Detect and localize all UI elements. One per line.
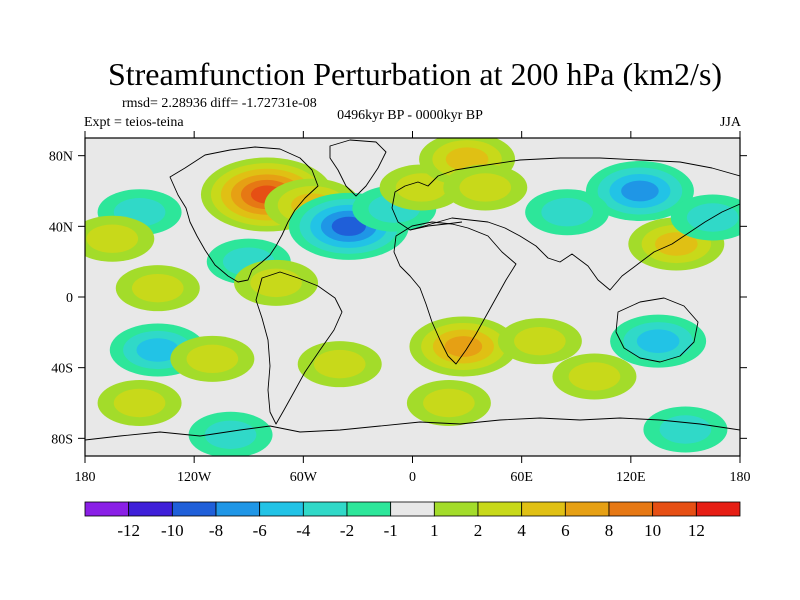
colorbar-swatch: [259, 501, 304, 517]
colorbar-swatch: [84, 501, 130, 517]
contour-band: [659, 415, 712, 444]
colorbar-swatch: [215, 501, 261, 517]
colorbar-swatch: [521, 501, 566, 517]
x-tick-label: 60W: [290, 470, 318, 485]
colorbar-swatch: [695, 501, 741, 517]
contour-feature: [525, 189, 610, 236]
australia-coast: [615, 297, 699, 363]
colorbar-label: -12: [117, 521, 140, 540]
colorbar-label: -10: [161, 521, 184, 540]
contour-feature: [406, 380, 491, 426]
contour-band: [636, 329, 680, 353]
contour-feature: [188, 411, 273, 456]
contour-feature: [409, 316, 518, 377]
colorbar-label: 8: [605, 521, 614, 540]
y-tick-label: 40S: [51, 362, 73, 377]
x-tick-label: 180: [730, 470, 751, 485]
chart-title: Streamfunction Perturbation at 200 hPa (…: [108, 56, 722, 92]
contour-fields: [85, 138, 740, 456]
colorbar-label: -8: [209, 521, 223, 540]
contour-band: [131, 273, 184, 303]
period-label: 0496kyr BP - 0000kyr BP: [337, 108, 483, 123]
contour-band: [621, 180, 659, 202]
x-tick-label: 180: [75, 470, 96, 485]
colorbar-label: -2: [340, 521, 354, 540]
y-tick-label: 0: [66, 291, 73, 306]
y-axis: 80N 40N 0 40S 80S: [49, 150, 747, 447]
contour-band: [568, 362, 621, 391]
contour-feature: [115, 265, 200, 312]
x-tick-label: 120E: [616, 470, 646, 485]
x-tick-label: 60E: [510, 470, 533, 485]
contour-band: [113, 388, 166, 418]
stats-label: rmsd= 2.28936 diff= -1.72731e-08: [122, 96, 317, 111]
contour-feature: [97, 380, 182, 426]
contour-band: [444, 336, 483, 357]
contour-band: [204, 420, 257, 449]
colorbar-swatch: [171, 501, 217, 517]
colorbar-label: 6: [561, 521, 570, 540]
contour-band: [331, 216, 366, 236]
contour-band: [395, 173, 448, 202]
colorbar-label: 1: [430, 521, 439, 540]
contour-feature: [643, 406, 728, 453]
colorbar-swatch: [652, 501, 697, 517]
colorbar-swatch: [477, 501, 523, 517]
y-tick-label: 80S: [51, 432, 73, 447]
experiment-label: Expt = teios-teina: [84, 115, 184, 130]
colorbar-swatch: [302, 501, 348, 517]
y-tick-label: 40N: [49, 220, 73, 235]
north-america-coast: [169, 146, 319, 283]
contour-feature: [610, 314, 707, 368]
map-area: 180 120W 60W 0 60E 120E 180 80N 40N 0 40S 80S: [49, 131, 751, 485]
season-label: JJA: [720, 115, 742, 130]
africa-coast: [393, 221, 517, 365]
contour-feature: [234, 259, 319, 306]
contour-band: [514, 326, 566, 356]
coastlines: [85, 139, 740, 441]
colorbar-swatch: [346, 501, 392, 517]
contour-band: [655, 232, 698, 256]
antarctica-coast: [85, 417, 740, 441]
y-tick-label: 80N: [49, 150, 73, 165]
contour-band: [423, 388, 475, 418]
x-tick-label: 0: [409, 470, 416, 485]
contour-band: [186, 344, 239, 374]
contour-feature: [170, 335, 255, 382]
colorbar-label: -4: [296, 521, 311, 540]
colorbar-label: -1: [384, 521, 398, 540]
contour-feature: [585, 161, 694, 221]
x-axis: 180 120W 60W 0 60E 120E 180: [75, 131, 751, 485]
colorbar-swatch: [608, 501, 654, 517]
contour-band: [250, 268, 302, 298]
mediterranean-coast: [409, 221, 463, 231]
colorbar-label: 2: [474, 521, 483, 540]
contour-band: [86, 224, 139, 253]
colorbar-label: 12: [688, 521, 705, 540]
colorbar-label: 10: [644, 521, 661, 540]
contour-band: [313, 349, 366, 379]
colorbar-label: 4: [517, 521, 526, 540]
south-america-coast: [255, 271, 343, 425]
colorbar: -12 -10 -8 -6 -4 -2 -1 1 2 4 6 8 10 12: [84, 501, 741, 540]
colorbar-label: -6: [253, 521, 267, 540]
contour-feature: [443, 164, 528, 211]
colorbar-swatch: [433, 501, 479, 517]
colorbar-swatch: [128, 501, 173, 517]
colorbar-swatch: [390, 501, 435, 517]
contour-feature: [497, 318, 582, 365]
contour-feature: [552, 353, 637, 400]
greenland-coast: [329, 139, 387, 197]
contour-band: [136, 338, 180, 362]
x-tick-label: 120W: [177, 470, 212, 485]
eurasia-coast: [391, 157, 740, 291]
contour-band: [541, 198, 593, 227]
colorbar-swatch: [564, 501, 610, 517]
contour-band: [459, 173, 512, 202]
contour-feature: [85, 215, 155, 262]
